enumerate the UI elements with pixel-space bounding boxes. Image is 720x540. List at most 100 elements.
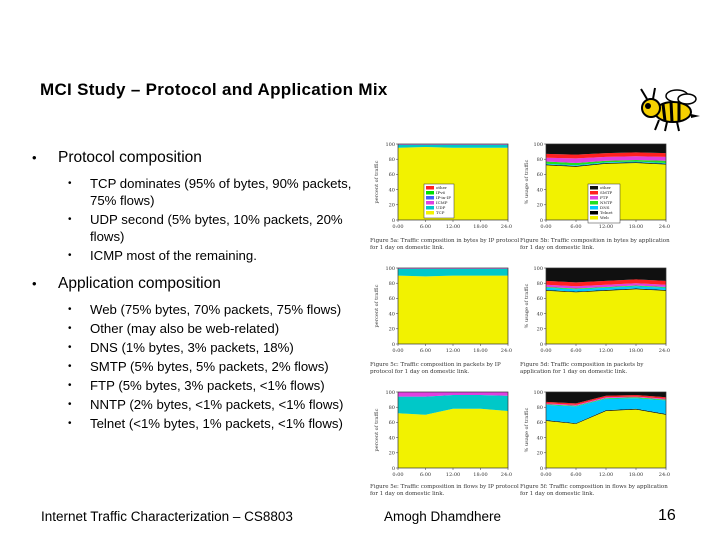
legend-swatch	[426, 186, 434, 190]
x-tick-label: 18:00	[473, 472, 487, 478]
x-tick-label: 12:00	[446, 472, 460, 478]
y-tick-label: 80	[389, 157, 395, 163]
legend-swatch	[590, 206, 598, 210]
series-area-tcp	[398, 408, 508, 468]
x-tick-label: 18:00	[473, 348, 487, 354]
series-area-other	[546, 268, 666, 283]
figure-caption: Figure 5d: Traffic composition in packet…	[520, 362, 644, 375]
figure-caption: Figure 5a: Traffic composition in bytes …	[370, 238, 520, 251]
bullet-icon: •	[68, 418, 72, 429]
x-tick-label: 0:00	[540, 472, 551, 478]
y-tick-label: 100	[385, 142, 395, 148]
legend-swatch	[590, 186, 598, 190]
footer-course: Internet Traffic Characterization – CS88…	[41, 509, 293, 524]
y-tick-label: 80	[537, 405, 543, 411]
y-tick-label: 100	[533, 142, 543, 148]
chart-application-bytes: % usage of traffic 100 80 60 40 20 00:00 6:00 12…	[524, 142, 670, 230]
bullet-icon: •	[68, 323, 72, 334]
page-number: 16	[658, 507, 676, 524]
x-tick-label: 24:00	[659, 224, 670, 230]
x-tick-label: 12:00	[599, 472, 613, 478]
x-tick-label: 0:00	[392, 348, 403, 354]
series-area-ftp	[546, 156, 666, 163]
legend-label: IP-in-IP	[436, 195, 451, 200]
chart-application-packets: % usage of traffic 100 80 60 40 20 00:00 6:00 12…	[524, 266, 670, 354]
x-tick-label: 24:00	[501, 472, 512, 478]
list-item: • NNTP (2% bytes, <1% packets, <1% flows)	[68, 397, 344, 412]
y-tick-label: 80	[537, 281, 543, 287]
x-tick-label: 6:00	[570, 224, 581, 230]
series-area-dns	[546, 286, 666, 292]
bullet-icon: •	[32, 150, 37, 165]
y-tick-label: 100	[533, 266, 543, 272]
x-tick-label: 12:00	[446, 348, 460, 354]
list-item: • Telnet (<1% bytes, 1% packets, <1% flow…	[68, 416, 343, 431]
list-item: • Web (75% bytes, 70% packets, 75% flows)	[68, 302, 342, 317]
y-axis-label: percent of traffic	[374, 284, 380, 327]
list-item: • DNS (1% bytes, 3% packets, 18%)	[68, 340, 294, 355]
legend-swatch	[426, 191, 434, 195]
y-tick-label: 0	[392, 342, 395, 348]
y-tick-label: 60	[389, 296, 395, 302]
x-tick-label: 18:00	[629, 348, 643, 354]
y-tick-label: 0	[392, 466, 395, 472]
bullet-list: • Protocol composition • TCP dominates (95…	[28, 146, 368, 434]
series-area-web	[546, 289, 666, 344]
legend-swatch	[426, 201, 434, 205]
y-tick-label: 40	[537, 311, 543, 317]
chart-protocol-flows: percent of traffic 100 80 60 40 20 00:00 6:00 12…	[374, 390, 512, 478]
legend-label: Telnet	[600, 210, 613, 215]
x-tick-label: 0:00	[540, 224, 551, 230]
legend-swatch	[590, 196, 598, 200]
y-axis-label: percent of traffic	[374, 408, 380, 451]
y-axis-label: % usage of traffic	[524, 283, 530, 328]
bullet-icon: •	[68, 304, 72, 315]
y-tick-label: 80	[389, 281, 395, 287]
series-area-nntp	[546, 397, 666, 407]
slide-title: MCI Study – Protocol and Application Mix	[40, 80, 388, 99]
y-tick-label: 0	[540, 342, 543, 348]
x-tick-label: 24:00	[501, 348, 512, 354]
bullet-icon: •	[68, 361, 72, 372]
y-axis-label: percent of traffic	[374, 160, 380, 203]
footer-author: Amogh Dhamdhere	[384, 509, 502, 524]
bullet-icon: •	[68, 178, 72, 189]
chart-application-flows: % usage of traffic 100 80 60 40 20 00:00 6:00 12…	[524, 390, 670, 478]
x-tick-label: 0:00	[540, 348, 551, 354]
series-area-icmp	[398, 392, 508, 397]
figure-caption: Figure 5b: Traffic composition in bytes …	[520, 238, 670, 251]
x-tick-label: 0:00	[392, 224, 403, 230]
series-area-other	[546, 392, 666, 404]
list-item: • SMTP (5% bytes, 5% packets, 2% flows)	[68, 359, 329, 374]
x-tick-label: 6:00	[420, 224, 431, 230]
y-tick-label: 20	[537, 203, 543, 209]
y-tick-label: 60	[537, 420, 543, 426]
bullet-icon: •	[68, 342, 72, 353]
legend-swatch	[590, 216, 598, 220]
legend-label: NNTP	[600, 200, 613, 205]
y-tick-label: 80	[537, 157, 543, 163]
legend-swatch	[590, 211, 598, 215]
series-area-udp	[398, 395, 508, 415]
series-area-smtp	[546, 279, 666, 287]
series-area-ftp	[546, 396, 666, 406]
section-heading: • Application composition	[32, 275, 221, 292]
y-tick-label: 20	[537, 327, 543, 333]
legend-swatch	[426, 211, 434, 215]
legend-label: SMTP	[600, 190, 613, 195]
bullet-icon: •	[68, 250, 72, 261]
bullet-icon: •	[68, 399, 72, 410]
list-item: • FTP (5% bytes, 3% packets, <1% flows)	[68, 378, 325, 393]
series-area-web	[546, 409, 666, 468]
legend-label: DNS	[600, 205, 610, 210]
chart-protocol-bytes: percent of traffic 100 80 60 40 20 00:00 6:00 12…	[374, 142, 512, 230]
x-tick-label: 18:00	[473, 224, 487, 230]
series-area-dns	[546, 398, 666, 424]
series-area-telnet	[546, 162, 666, 167]
legend-label: TCP	[436, 210, 445, 215]
x-tick-label: 24:00	[659, 348, 670, 354]
x-tick-label: 12:00	[599, 224, 613, 230]
y-tick-label: 0	[540, 466, 543, 472]
bullet-icon: •	[68, 214, 72, 225]
legend-label: other	[600, 185, 611, 190]
